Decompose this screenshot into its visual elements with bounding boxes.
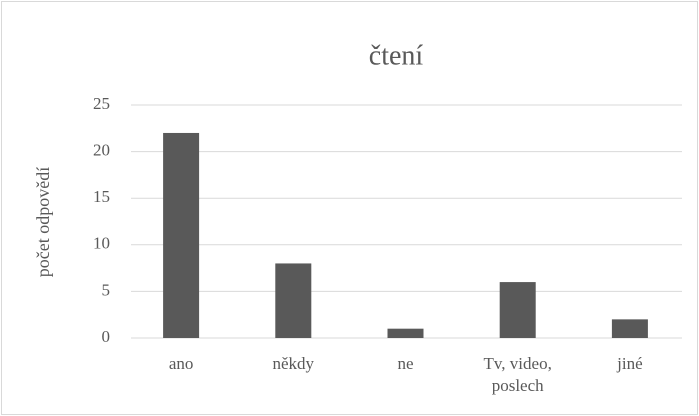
x-tick-label: někdy xyxy=(272,354,315,373)
y-tick-label: 15 xyxy=(93,187,110,206)
y-tick-label: 25 xyxy=(93,94,110,113)
y-axis-label: počet odpovědí xyxy=(33,167,53,277)
y-tick-label: 5 xyxy=(102,280,111,299)
bar xyxy=(163,132,200,338)
bar xyxy=(275,263,312,338)
x-tick-label: jiné xyxy=(617,354,643,373)
bar xyxy=(387,328,424,338)
x-tick-label: ne xyxy=(397,354,414,373)
chart-title: čtení xyxy=(369,40,424,71)
y-tick-label: 10 xyxy=(93,234,110,253)
y-tick-label: 20 xyxy=(93,141,110,160)
x-tick-label: ano xyxy=(168,354,194,373)
bar xyxy=(499,282,536,338)
x-tick-label: Tv, video, poslech xyxy=(483,354,552,395)
bar xyxy=(611,319,648,338)
y-tick-label: 0 xyxy=(102,327,111,346)
